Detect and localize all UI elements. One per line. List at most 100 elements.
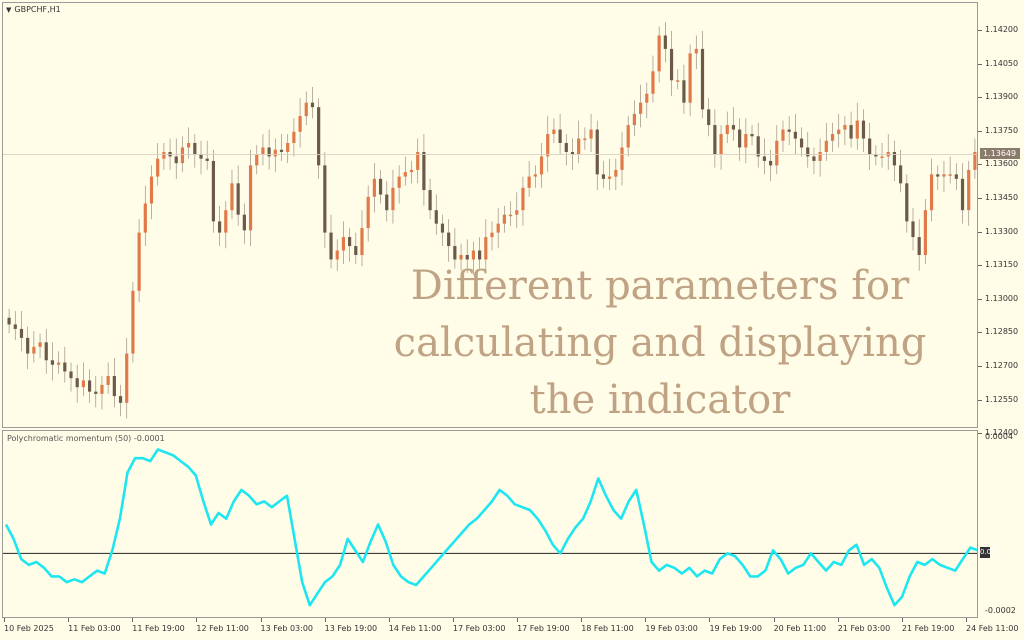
price-tick-label: 1.13300 xyxy=(985,226,1019,236)
bear-candle-body xyxy=(874,154,878,157)
bull-candle-body xyxy=(942,174,946,177)
candle xyxy=(651,55,655,103)
bull-candle-body xyxy=(830,134,835,141)
candle xyxy=(558,113,562,155)
candle xyxy=(224,201,228,249)
bull-candle-body xyxy=(818,151,822,161)
bear-candle-body xyxy=(385,194,389,211)
current-price-tag: 1.13649 xyxy=(980,148,1020,160)
bull-candle-body xyxy=(397,176,401,188)
candle xyxy=(669,31,674,96)
candle xyxy=(583,127,587,150)
candle xyxy=(298,98,302,148)
time-tick-mark xyxy=(966,618,967,622)
bull-candle-body xyxy=(366,196,370,229)
bear-candle-body xyxy=(323,165,327,233)
candle xyxy=(19,311,24,352)
bull-candle-body xyxy=(131,290,135,354)
candle xyxy=(248,149,253,247)
time-tick-mark xyxy=(581,618,583,622)
candle xyxy=(960,163,965,224)
bull-candle-body xyxy=(527,176,531,188)
candle xyxy=(242,203,246,244)
candle xyxy=(459,243,463,271)
candle xyxy=(608,158,612,191)
price-tick-mark xyxy=(978,265,982,267)
candle xyxy=(929,158,934,222)
bear-candle-body xyxy=(762,156,767,161)
price-tick-label: 1.13450 xyxy=(985,193,1019,202)
candle xyxy=(378,169,383,204)
price-chart-panel[interactable] xyxy=(2,2,978,428)
bear-candle-body xyxy=(75,378,79,388)
bear-candle-body xyxy=(682,80,686,103)
candle xyxy=(502,205,506,233)
candle xyxy=(527,160,531,197)
momentum-series-line xyxy=(4,448,977,607)
bear-candle-body xyxy=(669,48,674,81)
candle xyxy=(81,362,85,397)
bull-candle-body xyxy=(539,156,544,175)
dropdown-arrow-icon[interactable]: ▼ xyxy=(6,5,12,14)
time-tick-label: 20 Feb 11:00 xyxy=(773,624,827,633)
bull-candle-body xyxy=(335,250,339,260)
candle xyxy=(273,138,277,173)
bull-candle-body xyxy=(583,138,587,141)
candle xyxy=(366,185,370,242)
bear-candle-body xyxy=(663,35,667,49)
time-tick-mark xyxy=(709,618,711,622)
price-tick-mark xyxy=(978,332,982,334)
candle xyxy=(149,165,154,220)
candle xyxy=(682,64,686,114)
bull-candle-body xyxy=(286,143,290,152)
bear-candle-body xyxy=(700,48,705,110)
candle xyxy=(279,134,284,161)
time-tick-mark xyxy=(645,618,647,622)
candle xyxy=(595,120,599,191)
bear-candle-body xyxy=(94,391,98,394)
price-tick-label: 1.12400 xyxy=(985,428,1019,438)
candle xyxy=(286,134,290,164)
candle xyxy=(948,156,952,184)
indicator-panel[interactable] xyxy=(2,430,978,618)
candle xyxy=(471,241,476,276)
indicator-axis-top: 0.0004 xyxy=(985,432,1013,441)
time-tick-label: 21 Feb 19:00 xyxy=(901,624,955,633)
candle xyxy=(372,163,376,213)
bull-candle-body xyxy=(372,178,376,197)
bear-candle-body xyxy=(378,178,383,195)
candle xyxy=(750,125,754,146)
bear-candle-body xyxy=(601,174,606,179)
price-tick-label: 1.12850 xyxy=(985,327,1019,337)
candle xyxy=(905,174,909,233)
candle xyxy=(645,82,649,119)
time-tick-label: 11 Feb 03:00 xyxy=(68,624,121,633)
bull-candle-body xyxy=(416,151,420,170)
bull-candle-body xyxy=(521,187,525,211)
candle xyxy=(26,326,30,370)
bull-candle-body xyxy=(292,131,296,143)
bull-candle-body xyxy=(125,353,129,403)
bear-candle-body xyxy=(279,149,284,152)
bull-candle-body xyxy=(490,232,494,238)
candle xyxy=(632,100,636,137)
price-tick-mark xyxy=(978,366,982,367)
candle xyxy=(156,143,160,186)
price-tick-label: 1.14200 xyxy=(985,25,1019,34)
bear-candle-body xyxy=(87,380,92,392)
symbol-label: GBPCHF,H1 xyxy=(14,5,61,14)
candle xyxy=(348,228,352,262)
time-tick-label: 21 Feb 03:00 xyxy=(837,624,891,633)
bull-candle-body xyxy=(552,129,556,135)
bear-candle-body xyxy=(799,138,804,148)
bear-candle-body xyxy=(713,125,717,155)
bear-candle-body xyxy=(465,255,469,260)
bull-candle-body xyxy=(224,210,228,233)
bear-candle-body xyxy=(242,214,246,231)
symbol-title[interactable]: ▼ GBPCHF,H1 xyxy=(6,5,61,14)
price-tick-label: 1.13600 xyxy=(985,159,1019,169)
bear-candle-body xyxy=(329,232,333,260)
bear-candle-body xyxy=(911,221,915,238)
bear-candle-body xyxy=(317,107,321,166)
